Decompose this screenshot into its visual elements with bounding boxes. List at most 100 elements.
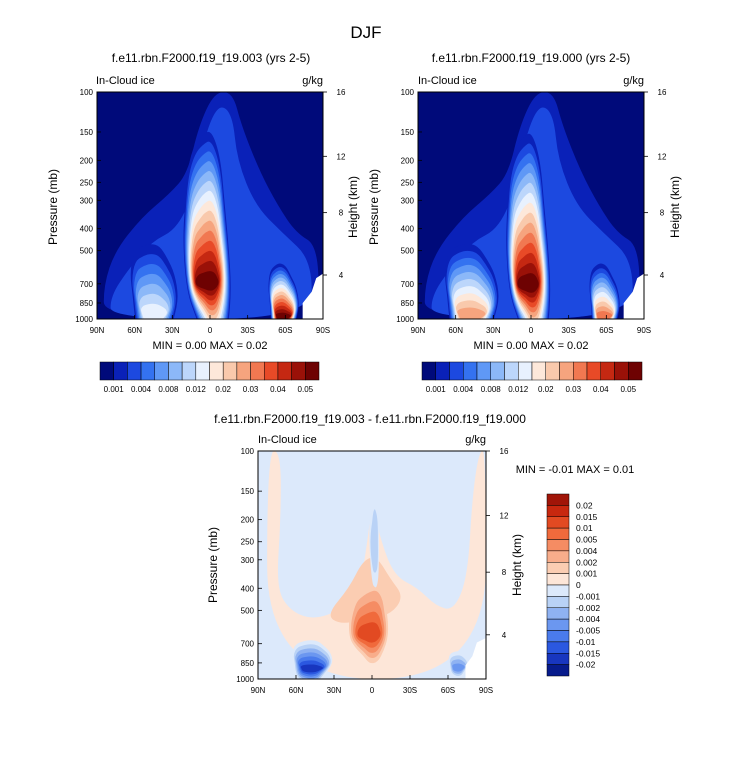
- ytick-label: 250: [241, 538, 255, 547]
- colorbar-swatch: [113, 361, 128, 381]
- colorbar-label: 0.004: [453, 385, 474, 394]
- height-tick-label: 12: [658, 152, 667, 161]
- colorbar-label: 0.04: [593, 385, 609, 394]
- colorbar-swatch: [222, 361, 238, 381]
- colorbar-swatch: [573, 361, 588, 381]
- colorbar-swatch: [546, 664, 570, 677]
- panel-1-units: g/kg: [302, 75, 323, 87]
- colorbar-swatch: [277, 361, 292, 381]
- contour-fill: [517, 273, 539, 293]
- height-tick-label: 4: [660, 271, 665, 280]
- colorbar-swatch: [168, 361, 183, 381]
- colorbar-label: 0.001: [104, 385, 125, 394]
- colorbar-swatch: [99, 361, 114, 381]
- ytick-label: 250: [80, 178, 94, 187]
- colorbar-swatch: [463, 361, 478, 381]
- xtick-label: 60S: [441, 686, 455, 695]
- panel-2-stats: MIN = 0.00 MAX = 0.02: [474, 340, 589, 352]
- colorbar-swatch: [421, 361, 436, 381]
- colorbar-swatch: [546, 630, 570, 643]
- ytick-label: 150: [241, 487, 255, 496]
- colorbar-swatch: [546, 527, 570, 540]
- ytick-label: 100: [80, 88, 94, 97]
- colorbar-swatch: [546, 596, 570, 608]
- height-tick-label: 4: [339, 271, 344, 280]
- height-tick-label: 4: [502, 631, 507, 640]
- ytick-label: 100: [401, 88, 415, 97]
- xtick-label: 90S: [637, 326, 651, 335]
- colorbar-label: 0.005: [576, 535, 598, 545]
- contour-fill: [195, 271, 219, 291]
- xtick-label: 90S: [479, 686, 493, 695]
- panel-2-left-label: In-Cloud ice: [418, 75, 477, 87]
- ytick-label: 200: [80, 156, 94, 165]
- height-tick-label: 8: [660, 209, 665, 218]
- colorbar-swatch: [546, 607, 570, 620]
- xtick-label: 0: [208, 326, 213, 335]
- panel-2: f.e11.rbn.F2000.f19_f19.000 (yrs 2-5) In…: [367, 51, 682, 394]
- xtick-label: 0: [529, 326, 534, 335]
- colorbar-label: 0.03: [565, 385, 581, 394]
- colorbar-swatch: [559, 361, 574, 381]
- colorbar-swatch: [209, 361, 224, 381]
- ytick-label: 1000: [75, 315, 93, 324]
- ytick-label: 1000: [236, 675, 254, 684]
- panel-1-ylabel: Pressure (mb): [46, 169, 60, 245]
- colorbar-swatch: [586, 361, 601, 381]
- colorbar-label: 0.01: [576, 523, 593, 533]
- xtick-label: 30S: [403, 686, 417, 695]
- ytick-label: 500: [401, 247, 415, 256]
- panel-3: f.e11.rbn.F2000.f19_f19.003 - f.e11.rbn.…: [206, 412, 634, 695]
- ytick-label: 850: [401, 299, 415, 308]
- colorbar-swatch: [546, 562, 570, 574]
- colorbar-swatch: [546, 653, 570, 665]
- panel-2-units: g/kg: [623, 75, 644, 87]
- colorbar-swatch: [449, 361, 464, 381]
- colorbar-label: 0.001: [426, 385, 447, 394]
- xtick-label: 0: [370, 686, 375, 695]
- colorbar-swatch: [614, 361, 629, 381]
- xtick-label: 90N: [411, 326, 426, 335]
- ytick-label: 250: [401, 178, 415, 187]
- panel-1: f.e11.rbn.F2000.f19_f19.003 (yrs 2-5) In…: [46, 51, 360, 394]
- colorbar-swatch: [154, 361, 169, 381]
- ytick-label: 700: [401, 280, 415, 289]
- contour-fill: [370, 509, 378, 573]
- colorbar-label: 0.05: [620, 385, 636, 394]
- height-tick-label: 8: [502, 568, 507, 577]
- xtick-label: 30N: [486, 326, 501, 335]
- colorbar-label: 0.04: [270, 385, 286, 394]
- contour-fill: [275, 312, 291, 319]
- ytick-label: 300: [241, 556, 255, 565]
- colorbar-label: -0.005: [576, 626, 600, 636]
- height-tick-label: 16: [500, 447, 509, 456]
- panel-1-ylabel-right: Height (km): [346, 176, 360, 238]
- panel-3-plot: [258, 451, 486, 679]
- xtick-label: 90N: [90, 326, 105, 335]
- colorbar-swatch: [628, 361, 643, 381]
- contour-fill: [457, 307, 486, 319]
- colorbar-label: 0.004: [131, 385, 152, 394]
- colorbar-label: 0.02: [215, 385, 231, 394]
- colorbar-swatch: [305, 361, 320, 381]
- colorbar-swatch: [264, 361, 279, 381]
- colorbar-swatch: [518, 361, 533, 381]
- ytick-label: 700: [80, 280, 94, 289]
- ytick-label: 700: [241, 640, 255, 649]
- colorbar-label: 0.008: [158, 385, 179, 394]
- xtick-label: 60N: [289, 686, 304, 695]
- height-tick-label: 16: [658, 88, 667, 97]
- colorbar-label: -0.004: [576, 614, 600, 624]
- colorbar-swatch: [546, 539, 570, 552]
- colorbar-swatch: [546, 618, 570, 631]
- xtick-label: 90N: [251, 686, 266, 695]
- ytick-label: 500: [80, 247, 94, 256]
- topography-mask: [302, 273, 323, 319]
- colorbar-label: -0.015: [576, 648, 600, 658]
- colorbar-label: -0.001: [576, 591, 600, 601]
- contour-fill: [300, 664, 323, 673]
- ytick-label: 850: [241, 659, 255, 668]
- xtick-label: 30S: [562, 326, 576, 335]
- colorbar-label: 0.008: [481, 385, 502, 394]
- colorbar-label: 0.02: [576, 500, 593, 510]
